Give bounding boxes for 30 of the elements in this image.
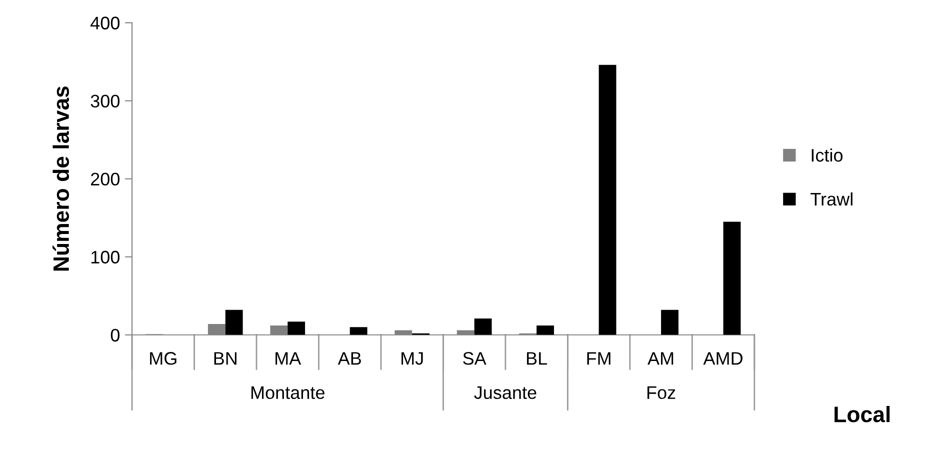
bar [350,327,368,335]
y-tick-label: 400 [90,16,120,30]
y-tick-label: 100 [91,250,120,264]
x-tick-label: SA [463,352,486,365]
text: Montante [251,386,324,400]
x-tick-label: BL [527,352,548,365]
x-axis-title: Local [834,406,890,422]
bar [723,222,741,335]
x-tick-label: AB [338,352,361,365]
x-tick-label: MG [150,352,176,365]
bar [225,310,243,335]
bar [661,310,678,335]
text: Jusante [474,386,536,400]
y-tick-label: 0 [110,328,120,342]
x-tick-label: AMD [703,352,742,365]
x-tick-label: FM [587,352,610,365]
y-tick-label: 200 [91,172,120,186]
legend-label: Ictio [812,148,843,162]
bar [536,326,554,335]
y-tick-label: 300 [90,94,120,108]
bar [598,64,616,335]
legend-label: Trawl [810,192,852,206]
x-tick-label: AM [648,352,674,365]
text: Foz [647,386,676,400]
x-tick-label: MA [276,352,302,365]
x-tick-label: BN [214,352,236,365]
x-tick-label: MJ [402,352,423,365]
y-axis-title: Número de larvas [52,86,70,271]
bar [288,322,306,335]
bar [474,318,492,335]
